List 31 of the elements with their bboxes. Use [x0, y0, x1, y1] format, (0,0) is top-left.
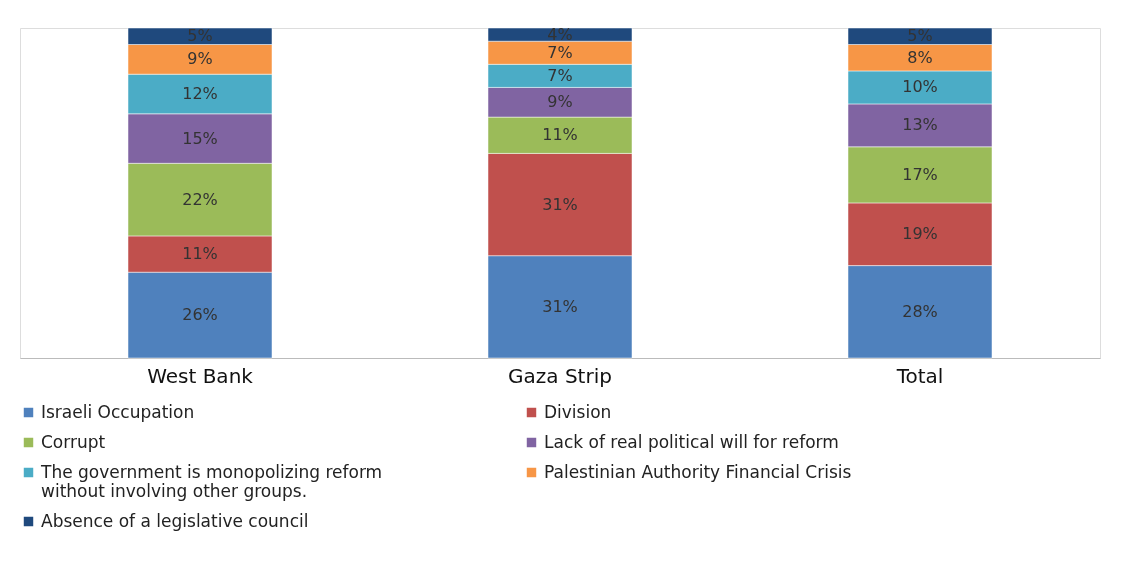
- x-tick-label: West Bank: [147, 363, 254, 388]
- data-label: 11%: [542, 125, 578, 145]
- data-label: 4%: [547, 24, 573, 44]
- legend-label: Corrupt: [41, 431, 106, 452]
- data-label: 15%: [182, 128, 218, 148]
- data-label: 10%: [902, 77, 938, 97]
- data-label: 31%: [542, 296, 578, 316]
- legend-label: Lack of real political will for reform: [544, 431, 839, 452]
- data-label: 8%: [907, 47, 933, 67]
- data-label: 19%: [902, 224, 938, 244]
- data-label: 9%: [187, 49, 213, 69]
- legend-label: Palestinian Authority Financial Crisis: [544, 461, 852, 482]
- legend-label: Israeli Occupation: [41, 401, 195, 422]
- data-label: 22%: [182, 189, 218, 209]
- data-label: 9%: [547, 92, 573, 112]
- data-label: 17%: [902, 164, 938, 184]
- x-tick-label: Gaza Strip: [508, 363, 612, 388]
- data-label: 26%: [182, 305, 218, 325]
- legend-label: Division: [544, 401, 612, 422]
- data-label: 12%: [182, 84, 218, 103]
- legend-label: The government is monopolizing reform without involving other groups.: [40, 461, 383, 501]
- data-label: 28%: [902, 301, 938, 321]
- data-label: 7%: [547, 42, 573, 62]
- data-label: 13%: [902, 115, 938, 135]
- data-label: 7%: [547, 65, 573, 85]
- data-label: 31%: [542, 194, 578, 214]
- data-label: 5%: [907, 26, 933, 46]
- data-label: 5%: [187, 26, 213, 46]
- legend-label: Absence of a legislative council: [41, 510, 309, 531]
- x-tick-label: Total: [895, 363, 944, 388]
- data-label: 11%: [182, 244, 218, 264]
